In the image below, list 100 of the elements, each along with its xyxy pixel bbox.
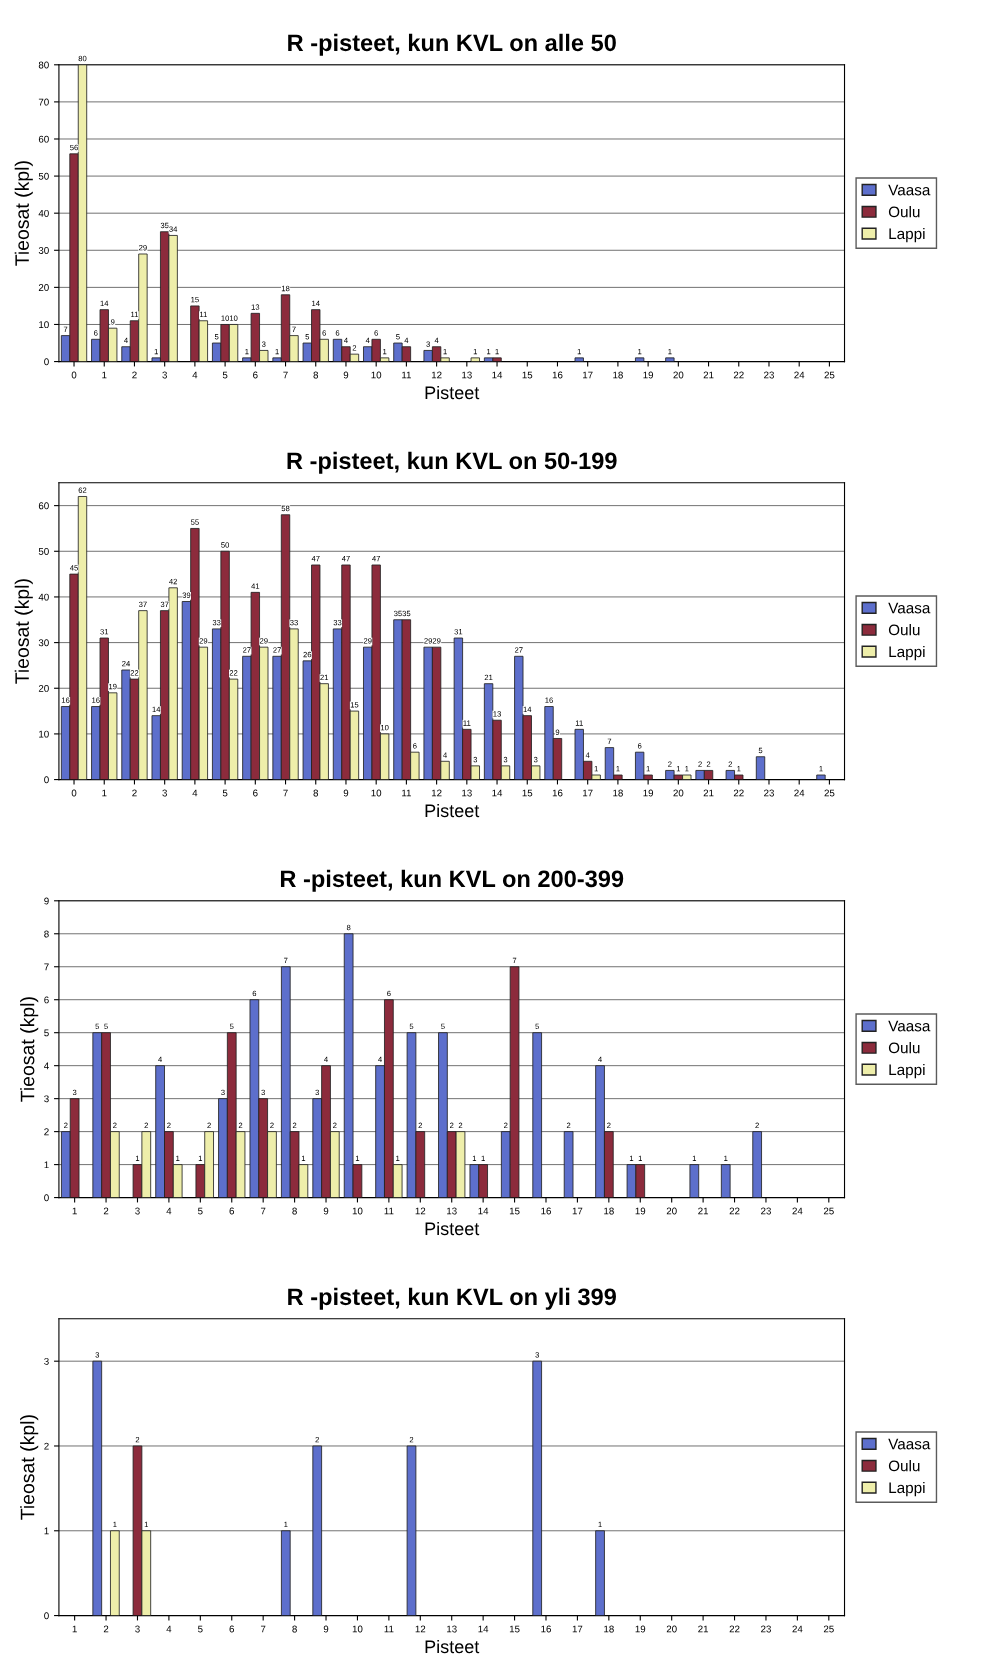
- x-tick-label: 7: [260, 1207, 266, 1215]
- x-tick-label: 19: [635, 1207, 646, 1215]
- x-tick-label: 11: [384, 1625, 394, 1633]
- bar: [755, 756, 766, 780]
- legend-label: Vaasa: [888, 1020, 931, 1032]
- y-tick-label: 10: [39, 730, 49, 738]
- x-tick-label: 18: [613, 789, 623, 797]
- legend-label: Lappi: [889, 1063, 925, 1079]
- x-tick-label: 7: [283, 789, 288, 797]
- bar: [752, 1131, 762, 1198]
- bar: [689, 1164, 700, 1198]
- x-tick-label: 8: [292, 1207, 297, 1215]
- x-tick-label: 17: [572, 1207, 583, 1215]
- x-axis-title: Pisteet: [425, 1221, 480, 1236]
- x-tick-label: 9: [323, 1625, 329, 1633]
- legend-label: Lappi: [889, 1481, 925, 1497]
- x-tick-label: 1: [72, 1207, 77, 1215]
- x-tick-label: 21: [698, 1207, 709, 1215]
- bar: [595, 1530, 605, 1616]
- x-tick-label: 9: [343, 789, 349, 797]
- x-tick-label: 2: [103, 1625, 109, 1633]
- x-tick-label: 16: [552, 371, 563, 379]
- x-tick-label: 6: [253, 789, 258, 797]
- x-tick-label: 25: [823, 1207, 834, 1215]
- x-tick-label: 20: [673, 371, 684, 379]
- x-tick-label: 21: [698, 1625, 709, 1633]
- x-tick-label: 6: [229, 1625, 235, 1633]
- y-tick-label: 60: [38, 502, 49, 510]
- x-tick-label: 3: [135, 1625, 140, 1633]
- bar: [665, 357, 675, 362]
- x-tick-label: 17: [572, 1625, 583, 1633]
- x-tick-label: 6: [253, 371, 258, 379]
- x-tick-label: 1: [102, 371, 107, 379]
- y-tick-label: 50: [38, 548, 49, 555]
- bar: [635, 357, 645, 362]
- x-axis-title: Pisteet: [425, 1639, 480, 1654]
- x-tick-label: 10: [371, 371, 382, 379]
- chart-title: R -pisteet, kun KVL on 50-199: [287, 451, 617, 474]
- y-tick-label: 60: [38, 135, 49, 143]
- y-tick-label: 80: [38, 61, 49, 69]
- y-axis-title: Tieosat (kpl): [20, 1415, 39, 1520]
- bar: [110, 1530, 120, 1616]
- x-tick-label: 14: [478, 1207, 489, 1215]
- x-tick-label: 13: [447, 1625, 457, 1633]
- x-tick-label: 24: [794, 789, 805, 797]
- bar: [816, 774, 826, 780]
- y-axis-title: Tieosat (kpl): [14, 579, 33, 684]
- y-tick-label: 50: [38, 172, 49, 180]
- y-tick-label: 10: [39, 321, 49, 329]
- x-tick-label: 5: [198, 1625, 203, 1633]
- bar: [574, 357, 584, 362]
- x-tick-label: 22: [729, 1207, 740, 1215]
- legend-label: Oulu: [888, 1042, 920, 1054]
- x-tick-label: 5: [222, 371, 228, 379]
- x-tick-label: 19: [635, 1625, 646, 1633]
- x-tick-label: 25: [824, 371, 835, 379]
- y-tick-label: 40: [38, 209, 49, 217]
- y-tick-label: 2: [44, 1128, 49, 1136]
- x-tick-label: 9: [343, 371, 349, 379]
- x-tick-label: 22: [729, 1625, 740, 1633]
- y-tick-label: 2: [44, 1442, 49, 1450]
- x-tick-label: 20: [666, 1625, 677, 1633]
- y-axis-title: Tieosat (kpl): [14, 161, 33, 266]
- legend-label: Oulu: [888, 1460, 920, 1472]
- x-tick-label: 22: [733, 789, 744, 797]
- bar: [280, 1530, 291, 1616]
- y-tick-label: 7: [44, 963, 49, 971]
- y-tick-label: 3: [44, 1357, 49, 1365]
- y-tick-label: 0: [44, 776, 49, 784]
- x-tick-label: 8: [313, 789, 319, 797]
- x-tick-label: 13: [462, 371, 472, 379]
- x-tick-label: 23: [761, 1207, 771, 1215]
- x-tick-label: 10: [371, 789, 382, 797]
- x-tick-label: 13: [462, 789, 472, 797]
- y-tick-label: 9: [44, 897, 49, 905]
- x-tick-label: 4: [192, 789, 198, 797]
- x-tick-label: 15: [522, 371, 533, 379]
- legend-label: Lappi: [889, 227, 925, 243]
- x-tick-label: 8: [313, 371, 319, 379]
- x-tick-label: 15: [509, 1207, 520, 1215]
- x-tick-label: 4: [192, 371, 198, 379]
- x-tick-label: 12: [415, 1207, 426, 1215]
- x-tick-label: 21: [703, 371, 714, 379]
- x-tick-label: 18: [604, 1207, 614, 1215]
- y-tick-label: 6: [44, 996, 49, 1004]
- x-tick-label: 17: [583, 789, 593, 797]
- legend-label: Lappi: [889, 645, 925, 661]
- bar: [406, 1445, 417, 1616]
- y-tick-label: 20: [38, 284, 49, 291]
- bar: [92, 1360, 103, 1616]
- y-tick-label: 30: [38, 639, 49, 647]
- x-tick-label: 2: [103, 1207, 109, 1215]
- x-tick-label: 14: [492, 371, 503, 379]
- x-tick-label: 12: [431, 789, 442, 797]
- x-tick-label: 3: [162, 789, 167, 797]
- x-tick-label: 11: [402, 789, 411, 797]
- x-tick-label: 17: [583, 371, 593, 379]
- x-tick-label: 13: [447, 1207, 457, 1215]
- x-tick-label: 25: [824, 789, 835, 797]
- x-tick-label: 25: [823, 1625, 834, 1633]
